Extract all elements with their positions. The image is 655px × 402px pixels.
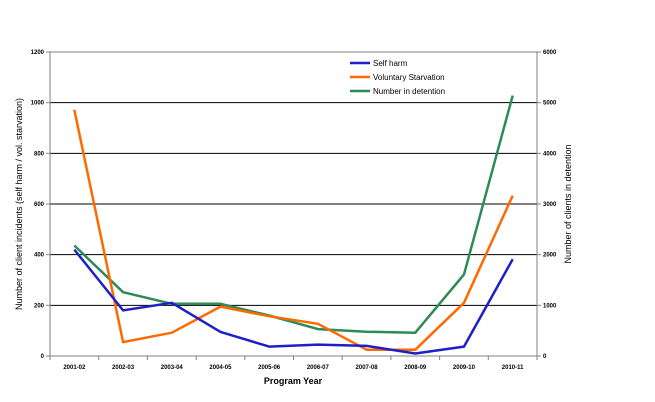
x-tick-label: 2007-08 — [356, 365, 379, 371]
left-tick-label: 1200 — [31, 50, 45, 56]
left-tick-label: 1000 — [31, 101, 45, 107]
x-axis-ticks: 2001-02 2002-03 2003-04 2004-05 2005-06 2006-… — [49, 356, 538, 371]
series-line-self-harm — [73, 248, 514, 355]
x-tick-label: 2005-06 — [258, 365, 281, 371]
series-layer — [73, 95, 514, 355]
x-tick-label: 2006-07 — [307, 365, 330, 371]
series-line-number-in-detention — [73, 95, 514, 334]
x-tick-label: 2008-09 — [404, 365, 427, 371]
x-tick-label: 2009-10 — [453, 365, 476, 371]
x-tick-label: 2003-04 — [161, 365, 184, 371]
x-tick-label: 2001-02 — [63, 365, 86, 371]
right-tick-label: 6000 — [543, 50, 557, 56]
right-tick-label: 1000 — [543, 303, 557, 309]
legend-label: Voluntary Starvation — [373, 73, 445, 82]
right-axis-title: Number of clients in detention — [563, 144, 573, 263]
x-tick-label: 2004-05 — [209, 365, 232, 371]
x-tick-label: 2010-11 — [502, 365, 524, 371]
right-tick-label: 5000 — [543, 101, 557, 107]
right-tick-label: 2000 — [543, 253, 557, 259]
x-tick-label: 2002-03 — [112, 365, 135, 371]
legend-label: Self harm — [373, 59, 408, 68]
legend-label: Number in detention — [373, 87, 445, 96]
left-tick-label: 600 — [34, 202, 45, 208]
right-axis-ticks: 0 1000 2000 3000 4000 5000 6000 — [537, 50, 557, 360]
legend: Self harm Voluntary Starvation Number in d… — [350, 59, 445, 96]
left-tick-label: 400 — [34, 253, 45, 259]
left-axis-title: Number of client incidents (self harm / … — [14, 98, 24, 310]
x-axis-title: Program Year — [264, 376, 323, 386]
left-axis-ticks: 0 200 400 600 800 1000 1200 — [31, 50, 50, 360]
right-tick-label: 4000 — [543, 151, 557, 157]
left-tick-label: 0 — [41, 354, 45, 360]
right-tick-label: 0 — [543, 354, 547, 360]
left-tick-label: 200 — [34, 303, 45, 309]
left-tick-label: 800 — [34, 151, 45, 157]
series-line-voluntary-starvation — [73, 109, 514, 351]
right-tick-label: 3000 — [543, 202, 557, 208]
